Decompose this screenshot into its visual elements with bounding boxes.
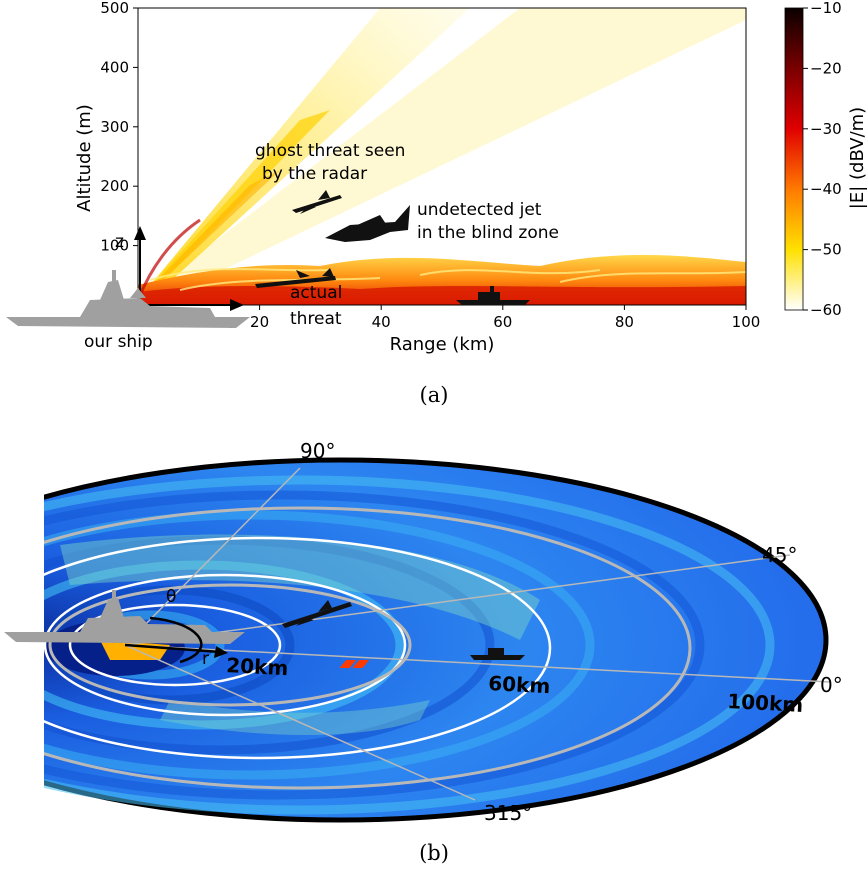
- x-axis-label: Range (km): [390, 334, 495, 355]
- colorbar-label: |E| (dBV/m): [847, 107, 867, 209]
- our-ship-icon: [6, 270, 250, 328]
- colorbar-tick-label: −30: [810, 120, 842, 138]
- z-label: z: [115, 232, 124, 252]
- actual-missile-icon: [255, 268, 336, 288]
- colorbar-tick-label: −10: [810, 0, 842, 17]
- x-tick-label: 20: [250, 313, 269, 331]
- angle-spokes: [124, 467, 831, 801]
- caption-a: (a): [420, 383, 449, 407]
- range-rings: [44, 536, 552, 760]
- interference-rings: [44, 475, 775, 815]
- theta-arc: [124, 616, 221, 664]
- colorbar-tick-label: −20: [810, 59, 842, 77]
- range-label: 100km: [727, 689, 804, 717]
- range-labels: 20km 60km 100km: [226, 653, 804, 717]
- y-tick-label: 300: [100, 118, 129, 136]
- x-tick-label: 60: [493, 313, 512, 331]
- range-label: 20km: [226, 653, 289, 680]
- ghost-sector: [60, 534, 540, 640]
- hit-marker-60km: [339, 660, 357, 668]
- y-axis: 100 200 300 400 500: [100, 0, 138, 255]
- ghost-annotation-line1: ghost threat seen: [255, 141, 405, 161]
- x-tick-label: 100: [732, 313, 761, 331]
- angle-label: 315°: [484, 801, 532, 825]
- colorbar-tick-label: −60: [810, 301, 842, 319]
- caption-b: (b): [419, 841, 449, 865]
- angle-label: 45°: [762, 543, 797, 567]
- range-label: 60km: [488, 671, 551, 698]
- angle-label: 90°: [300, 439, 335, 463]
- theta-label: θ: [166, 587, 176, 607]
- colorbar-tick-label: −50: [810, 241, 842, 259]
- plot-frame: [137, 7, 747, 306]
- enemy-ship-icon-b: [470, 648, 525, 660]
- actual-annotation-line2: threat: [290, 309, 342, 329]
- ghost-annotation-line2: by the radar: [262, 164, 367, 184]
- colorbar-tick-label: −40: [810, 180, 842, 198]
- ghost-missile-icon: [292, 190, 342, 214]
- jet-annotation-line1: undetected jet: [417, 200, 542, 220]
- x-axis: 20 40 60 80 100: [250, 305, 760, 331]
- y-axis-label: Altitude (m): [74, 104, 95, 212]
- actual-annotation-line1: actual: [290, 283, 342, 303]
- enemy-ship-icon: [456, 286, 530, 305]
- x-tick-label: 80: [615, 313, 634, 331]
- colorbar-ticks: −10 −20 −30 −40 −50 −60: [803, 0, 842, 319]
- y-tick-label: 200: [100, 177, 129, 195]
- panel-a-heatmap: [137, 7, 747, 306]
- our-ship-label: our ship: [84, 332, 153, 352]
- y-tick-label: 500: [100, 0, 129, 17]
- r-label-b: r: [202, 649, 209, 669]
- jet-icon: [325, 205, 410, 242]
- angle-label: 0°: [820, 673, 843, 697]
- gray-rings: [44, 506, 692, 790]
- field-pattern: [138, 8, 746, 305]
- x-tick-label: 40: [372, 313, 391, 331]
- y-tick-label: 100: [100, 237, 129, 255]
- angle-labels: 90° 45° 0° 315°: [300, 439, 843, 825]
- missile-icon-b: [282, 600, 352, 628]
- jet-annotation-line2: in the blind zone: [417, 223, 559, 243]
- colorbar: [784, 7, 804, 311]
- y-tick-label: 400: [100, 58, 129, 76]
- panel-b-polar: [44, 457, 831, 823]
- our-ship-icon-b: [4, 590, 245, 644]
